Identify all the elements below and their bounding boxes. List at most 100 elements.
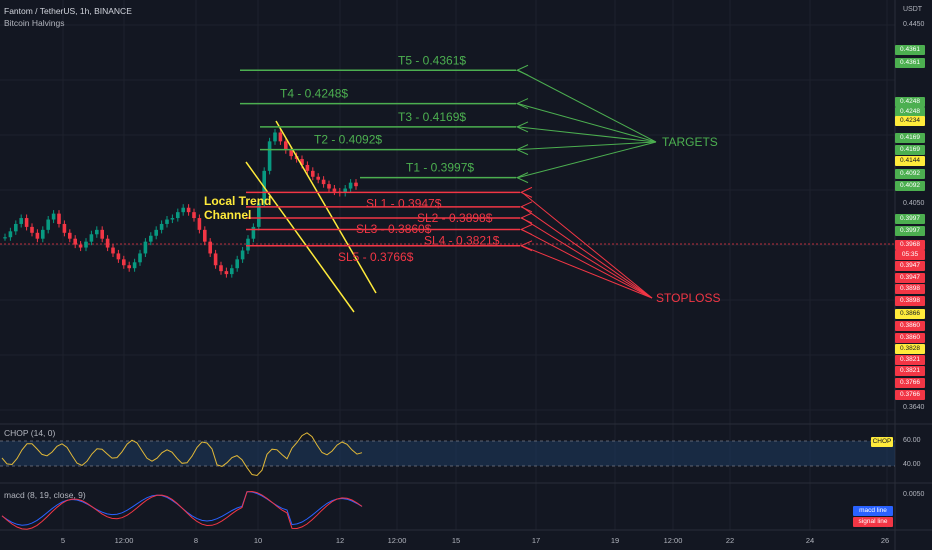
arrow-head — [515, 98, 529, 110]
candle-body — [46, 219, 50, 230]
symbol-title[interactable]: Fantom / TetherUS, 1h, BINANCE — [4, 6, 132, 16]
candle-body — [192, 212, 196, 219]
candle-body — [159, 223, 164, 230]
candle-body — [332, 188, 337, 192]
macd-title[interactable]: macd (8, 19, close, 9) — [4, 490, 86, 500]
chop-line — [1, 432, 363, 477]
candle-body — [3, 237, 7, 239]
candle-body — [89, 234, 94, 242]
candle-body — [127, 265, 131, 269]
candle-body — [235, 259, 239, 269]
price-tag: 0.3898 — [895, 296, 925, 306]
callout-arrows — [515, 64, 657, 299]
price-tick: 0.3640 — [903, 404, 925, 411]
target-label: T1 - 0.3997$ — [406, 161, 474, 175]
price-tag: 0.4361 — [895, 58, 925, 68]
time-axis-label: 24 — [805, 536, 815, 545]
target-label: T4 - 0.4248$ — [280, 87, 348, 101]
arrow-head — [519, 224, 533, 236]
candle-body — [273, 132, 277, 142]
candle-body — [208, 241, 212, 254]
macd-tick: 0.0050 — [903, 491, 925, 498]
target-label: T3 - 0.4169$ — [398, 110, 466, 124]
stoploss-annotation: STOPLOSS — [656, 291, 720, 305]
price-tag: 0.3997 — [895, 226, 925, 236]
price-tag: 0.3860 — [895, 333, 925, 343]
candle-body — [321, 179, 326, 185]
stoploss-arrow — [521, 217, 653, 299]
candle-body — [24, 218, 29, 227]
price-tick: 0.4450 — [903, 21, 925, 28]
price-tag: 0.3997 — [895, 214, 925, 224]
price-tag: 0.3821 — [895, 355, 925, 365]
target-arrow — [517, 103, 657, 143]
candle-body — [149, 235, 153, 242]
signal-legend: signal line — [853, 517, 893, 527]
candle-body — [165, 219, 169, 224]
price-tag: 0.3821 — [895, 366, 925, 376]
candle-body — [203, 229, 207, 242]
candle-body — [354, 182, 358, 187]
arrow-head — [515, 144, 529, 156]
candle-body — [143, 241, 148, 254]
price-tag: 0.4092 — [895, 169, 925, 179]
candle-body — [224, 271, 229, 275]
time-axis-label: 12 — [335, 536, 345, 545]
stoploss-arrow — [521, 191, 653, 299]
candle-body — [251, 226, 256, 239]
candle-body — [73, 238, 77, 245]
currency-label: USDT — [903, 6, 923, 13]
price-tag: 05:35 — [895, 250, 925, 260]
arrow-head — [519, 212, 533, 224]
candle-body — [84, 241, 88, 248]
candle-body — [267, 141, 272, 171]
candle-body — [78, 244, 83, 248]
chop-title[interactable]: CHOP (14, 0) — [4, 428, 56, 438]
candle-body — [57, 213, 61, 224]
candle-body — [176, 212, 180, 219]
candle-body — [170, 218, 175, 220]
arrow-head — [515, 64, 529, 76]
time-axis-label: 19 — [610, 536, 620, 545]
candle-body — [284, 141, 288, 151]
price-tag: 0.3947 — [895, 273, 925, 283]
price-tag: 0.3866 — [895, 309, 925, 319]
chop-tick: 60.00 — [903, 437, 921, 444]
candle-body — [8, 231, 13, 238]
candle-body — [289, 150, 293, 157]
candle-body — [240, 250, 245, 260]
channel-label-line1: Local Trend — [204, 194, 271, 208]
candle-body — [62, 223, 67, 233]
candle-body — [116, 253, 121, 260]
arrow-head — [519, 240, 533, 252]
price-tag: 0.4248 — [895, 97, 925, 107]
time-axis-label: 12:00 — [114, 536, 134, 545]
arrow-head — [515, 121, 529, 133]
time-axis-label: 15 — [451, 536, 461, 545]
price-tag: 0.4092 — [895, 181, 925, 191]
targets-annotation: TARGETS — [662, 135, 718, 149]
candle-body — [197, 218, 202, 230]
time-axis-label: 12:00 — [663, 536, 683, 545]
time-axis-label: 8 — [193, 536, 199, 545]
price-tick: 0.4050 — [903, 200, 925, 207]
candle-body — [305, 164, 310, 171]
stoploss-arrow — [521, 245, 653, 299]
price-tag: 0.3968 — [895, 240, 925, 250]
indicator-name[interactable]: Bitcoin Halvings — [4, 18, 65, 28]
candle-body — [186, 207, 191, 213]
arrow-head — [519, 186, 533, 198]
price-tag: 0.3898 — [895, 284, 925, 294]
candle-body — [95, 229, 99, 235]
target-arrow — [517, 141, 657, 179]
time-axis-label: 12:00 — [387, 536, 407, 545]
candle-body — [132, 262, 137, 269]
candle-body — [105, 238, 110, 248]
stoploss-label: SL5 - 0.3766$ — [338, 250, 414, 264]
channel-label-line2: Channel — [204, 208, 251, 222]
candle-body — [278, 132, 283, 142]
candle-body — [51, 213, 56, 220]
candle-body — [343, 188, 347, 193]
price-tag: 0.3860 — [895, 321, 925, 331]
